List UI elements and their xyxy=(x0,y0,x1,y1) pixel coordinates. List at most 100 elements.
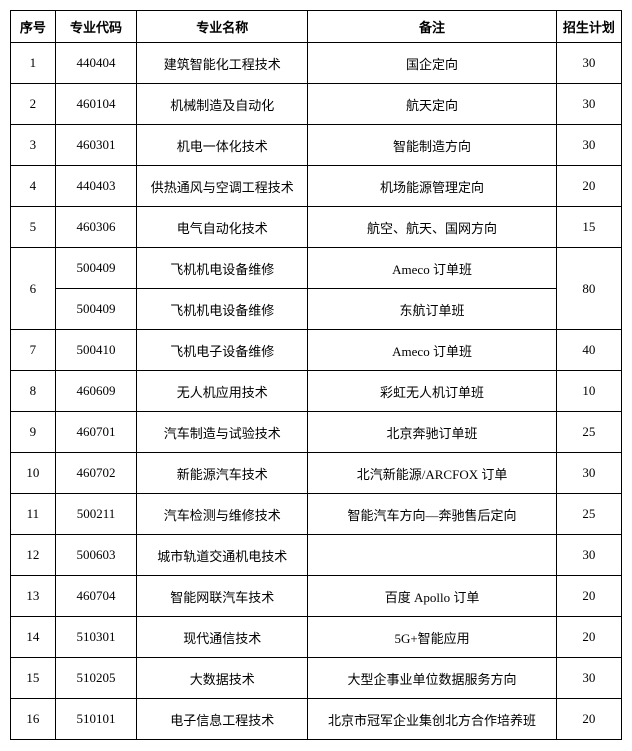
cell-remark: 国企定向 xyxy=(308,43,556,84)
cell-plan: 30 xyxy=(556,453,621,494)
table-row: 12500603城市轨道交通机电技术 30 xyxy=(11,535,622,576)
cell-code: 460609 xyxy=(55,371,136,412)
cell-plan: 30 xyxy=(556,535,621,576)
cell-name: 飞机机电设备维修 xyxy=(137,289,308,330)
table-row: 8460609无人机应用技术彩虹无人机订单班10 xyxy=(11,371,622,412)
cell-name: 飞机电子设备维修 xyxy=(137,330,308,371)
cell-code: 460704 xyxy=(55,576,136,617)
cell-seq: 14 xyxy=(11,617,56,658)
cell-code: 500603 xyxy=(55,535,136,576)
cell-plan: 40 xyxy=(556,330,621,371)
cell-seq: 5 xyxy=(11,207,56,248)
cell-code: 460306 xyxy=(55,207,136,248)
cell-remark: 航天定向 xyxy=(308,84,556,125)
table-row: 15510205大数据技术大型企事业单位数据服务方向30 xyxy=(11,658,622,699)
cell-seq: 10 xyxy=(11,453,56,494)
cell-code: 510205 xyxy=(55,658,136,699)
header-row: 序号 专业代码 专业名称 备注 招生计划 xyxy=(11,11,622,43)
cell-code: 440404 xyxy=(55,43,136,84)
cell-plan: 30 xyxy=(556,84,621,125)
cell-seq: 11 xyxy=(11,494,56,535)
header-plan: 招生计划 xyxy=(556,11,621,43)
cell-seq: 9 xyxy=(11,412,56,453)
table-row: 14510301现代通信技术5G+智能应用20 xyxy=(11,617,622,658)
cell-seq: 15 xyxy=(11,658,56,699)
cell-code: 510301 xyxy=(55,617,136,658)
cell-plan: 15 xyxy=(556,207,621,248)
cell-plan: 30 xyxy=(556,43,621,84)
cell-seq: 3 xyxy=(11,125,56,166)
cell-code: 500410 xyxy=(55,330,136,371)
cell-name: 电子信息工程技术 xyxy=(137,699,308,740)
cell-seq: 4 xyxy=(11,166,56,207)
cell-plan: 20 xyxy=(556,166,621,207)
cell-code: 460301 xyxy=(55,125,136,166)
cell-remark: 北汽新能源/ARCFOX 订单 xyxy=(308,453,556,494)
table-row: 3460301机电一体化技术智能制造方向30 xyxy=(11,125,622,166)
cell-seq: 6 xyxy=(11,248,56,330)
cell-name: 建筑智能化工程技术 xyxy=(137,43,308,84)
cell-seq: 13 xyxy=(11,576,56,617)
table-row: 500409飞机机电设备维修东航订单班 xyxy=(11,289,622,330)
table-row: 2460104机械制造及自动化航天定向30 xyxy=(11,84,622,125)
cell-remark: 北京市冠军企业集创北方合作培养班 xyxy=(308,699,556,740)
cell-code: 500211 xyxy=(55,494,136,535)
table-row: 4440403供热通风与空调工程技术机场能源管理定向20 xyxy=(11,166,622,207)
cell-seq: 16 xyxy=(11,699,56,740)
cell-plan: 20 xyxy=(556,576,621,617)
table-row: 11500211汽车检测与维修技术智能汽车方向—奔驰售后定向25 xyxy=(11,494,622,535)
cell-remark: 百度 Apollo 订单 xyxy=(308,576,556,617)
cell-name: 城市轨道交通机电技术 xyxy=(137,535,308,576)
cell-seq: 2 xyxy=(11,84,56,125)
header-remark: 备注 xyxy=(308,11,556,43)
cell-name: 机电一体化技术 xyxy=(137,125,308,166)
cell-code: 460104 xyxy=(55,84,136,125)
table-row: 16510101电子信息工程技术北京市冠军企业集创北方合作培养班20 xyxy=(11,699,622,740)
cell-remark xyxy=(308,535,556,576)
table-row: 13460704智能网联汽车技术百度 Apollo 订单20 xyxy=(11,576,622,617)
cell-seq: 12 xyxy=(11,535,56,576)
cell-plan: 25 xyxy=(556,494,621,535)
cell-plan: 30 xyxy=(556,658,621,699)
cell-remark: 北京奔驰订单班 xyxy=(308,412,556,453)
table-row: 5460306电气自动化技术航空、航天、国网方向15 xyxy=(11,207,622,248)
table-row: 9460701汽车制造与试验技术北京奔驰订单班25 xyxy=(11,412,622,453)
cell-remark: 大型企事业单位数据服务方向 xyxy=(308,658,556,699)
table-row: 1440404建筑智能化工程技术国企定向30 xyxy=(11,43,622,84)
cell-name: 汽车制造与试验技术 xyxy=(137,412,308,453)
table-row: 10460702新能源汽车技术北汽新能源/ARCFOX 订单30 xyxy=(11,453,622,494)
cell-remark: 彩虹无人机订单班 xyxy=(308,371,556,412)
cell-name: 无人机应用技术 xyxy=(137,371,308,412)
cell-remark: 东航订单班 xyxy=(308,289,556,330)
cell-code: 460701 xyxy=(55,412,136,453)
cell-code: 460702 xyxy=(55,453,136,494)
table-row: 6500409飞机机电设备维修Ameco 订单班80 xyxy=(11,248,622,289)
cell-name: 新能源汽车技术 xyxy=(137,453,308,494)
cell-seq: 1 xyxy=(11,43,56,84)
cell-plan: 20 xyxy=(556,699,621,740)
cell-name: 汽车检测与维修技术 xyxy=(137,494,308,535)
cell-code: 440403 xyxy=(55,166,136,207)
cell-name: 飞机机电设备维修 xyxy=(137,248,308,289)
cell-plan: 30 xyxy=(556,125,621,166)
header-name: 专业名称 xyxy=(137,11,308,43)
cell-code: 510101 xyxy=(55,699,136,740)
header-code: 专业代码 xyxy=(55,11,136,43)
cell-plan: 80 xyxy=(556,248,621,330)
cell-plan: 25 xyxy=(556,412,621,453)
cell-plan: 20 xyxy=(556,617,621,658)
admission-table: 序号 专业代码 专业名称 备注 招生计划 1440404建筑智能化工程技术国企定… xyxy=(10,10,622,740)
header-seq: 序号 xyxy=(11,11,56,43)
cell-remark: Ameco 订单班 xyxy=(308,248,556,289)
cell-code: 500409 xyxy=(55,248,136,289)
cell-remark: 航空、航天、国网方向 xyxy=(308,207,556,248)
cell-name: 电气自动化技术 xyxy=(137,207,308,248)
cell-code: 500409 xyxy=(55,289,136,330)
cell-remark: 智能汽车方向—奔驰售后定向 xyxy=(308,494,556,535)
cell-name: 智能网联汽车技术 xyxy=(137,576,308,617)
table-row: 7500410飞机电子设备维修Ameco 订单班40 xyxy=(11,330,622,371)
cell-remark: 智能制造方向 xyxy=(308,125,556,166)
cell-name: 大数据技术 xyxy=(137,658,308,699)
table-body: 1440404建筑智能化工程技术国企定向302460104机械制造及自动化航天定… xyxy=(11,43,622,740)
cell-seq: 8 xyxy=(11,371,56,412)
